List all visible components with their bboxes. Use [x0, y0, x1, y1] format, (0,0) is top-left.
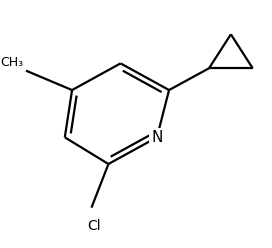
Text: Cl: Cl [87, 219, 101, 233]
Text: N: N [151, 130, 163, 145]
Text: CH₃: CH₃ [1, 56, 24, 69]
